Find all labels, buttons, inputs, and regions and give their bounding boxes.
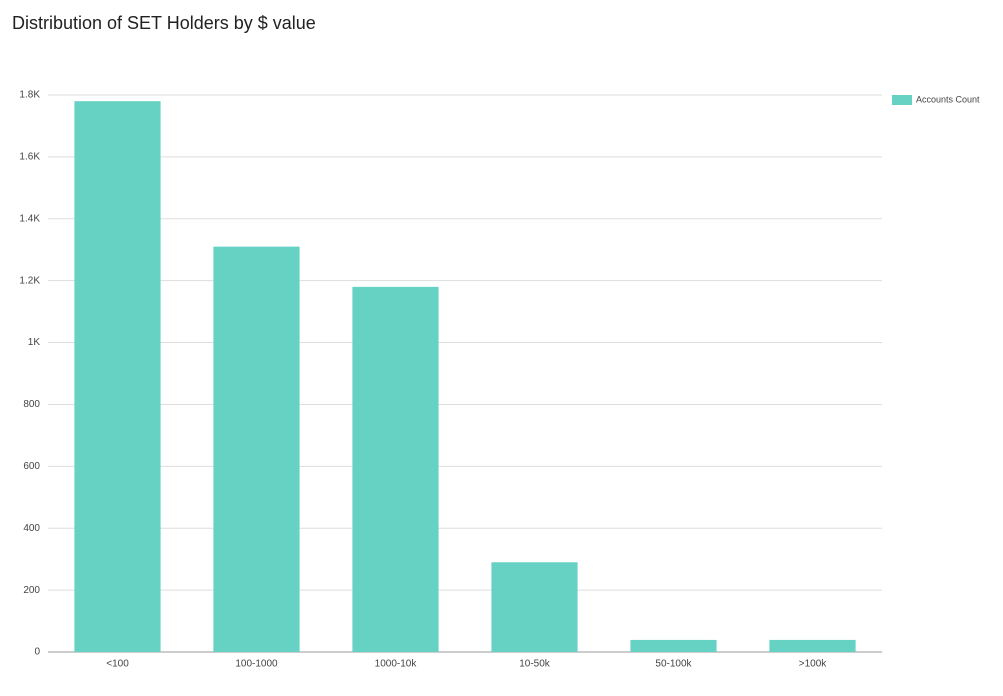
bar bbox=[630, 639, 717, 652]
legend-swatch bbox=[892, 95, 912, 105]
chart-title: Distribution of SET Holders by $ value bbox=[12, 13, 316, 33]
bar bbox=[74, 101, 161, 652]
y-tick-label: 600 bbox=[23, 461, 40, 472]
x-tick-label: >100k bbox=[799, 659, 828, 670]
y-tick-label: 200 bbox=[23, 585, 40, 596]
x-tick-label: 10-50k bbox=[519, 659, 551, 670]
x-tick-label: 100-1000 bbox=[235, 659, 278, 670]
y-tick-label: 1.8K bbox=[19, 90, 40, 101]
y-tick-label: 1K bbox=[28, 337, 41, 348]
bar bbox=[213, 246, 300, 652]
bar bbox=[769, 639, 856, 652]
x-tick-label: 50-100k bbox=[655, 659, 692, 670]
y-tick-label: 800 bbox=[23, 399, 40, 410]
y-tick-label: 1.2K bbox=[19, 275, 40, 286]
y-tick-label: 0 bbox=[34, 647, 40, 658]
y-tick-label: 400 bbox=[23, 523, 40, 534]
y-tick-label: 1.4K bbox=[19, 213, 40, 224]
y-tick-label: 1.6K bbox=[19, 152, 40, 163]
x-tick-label: <100 bbox=[106, 659, 129, 670]
bar bbox=[352, 286, 439, 652]
legend-label: Accounts Count bbox=[916, 94, 980, 104]
bar bbox=[491, 562, 578, 652]
x-tick-label: 1000-10k bbox=[375, 659, 418, 670]
